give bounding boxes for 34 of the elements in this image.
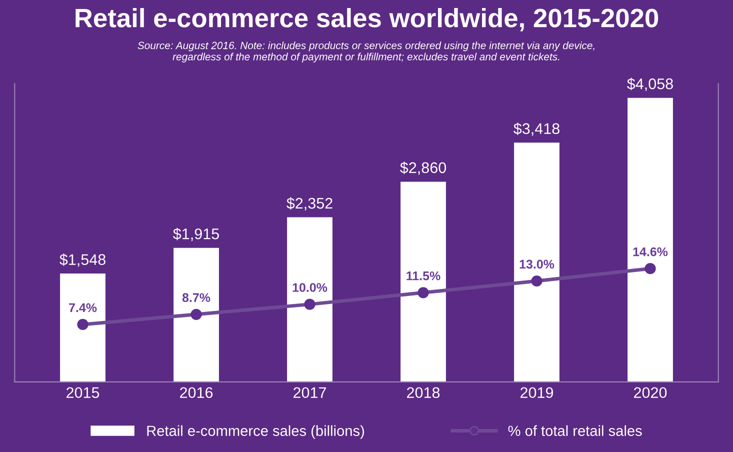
bar	[174, 248, 219, 382]
data-label: $1,915	[173, 228, 219, 242]
data-label: 10.0%	[292, 283, 328, 292]
data-label: 8.7%	[182, 293, 210, 302]
point	[531, 275, 542, 287]
data-label: 11.5%	[406, 271, 440, 280]
point	[304, 298, 316, 310]
bar	[400, 182, 446, 382]
x-tick-label: 2020	[634, 387, 667, 398]
x-tick-label: 2017	[294, 387, 326, 398]
legend-label: % of total retail sales	[508, 425, 642, 436]
bar	[287, 217, 332, 382]
point	[190, 308, 202, 320]
bar	[514, 142, 560, 382]
data-label: $1,548	[60, 254, 106, 267]
legend-label: Retail e-commerce sales (billions)	[147, 425, 364, 439]
x-tick-label: 2019	[520, 387, 554, 398]
chart-title: Retail e-commerce sales worldwide, 2015-2020	[76, 8, 658, 32]
point	[77, 318, 88, 330]
data-label: $4,058	[627, 78, 673, 92]
data-label: $2,352	[286, 197, 332, 210]
data-label: $3,418	[514, 122, 560, 136]
x-tick-label: 2018	[407, 387, 440, 398]
chart-subtitle: Source: August 2016. Note: includes products or services ordered using the internet via any device, regardless of the method of payment or fulfillment; excludes travel and event tickets.	[138, 42, 594, 62]
bar	[628, 98, 673, 382]
data-label: 14.6%	[633, 247, 668, 256]
x-tick-label: 2015	[66, 387, 100, 398]
point	[644, 263, 656, 274]
data-label: 13.0%	[520, 260, 554, 269]
data-label: 7.4%	[69, 303, 97, 312]
bar	[60, 274, 106, 382]
data-label: $2,860	[400, 162, 446, 175]
x-tick-label: 2016	[180, 387, 213, 398]
point	[418, 287, 429, 298]
